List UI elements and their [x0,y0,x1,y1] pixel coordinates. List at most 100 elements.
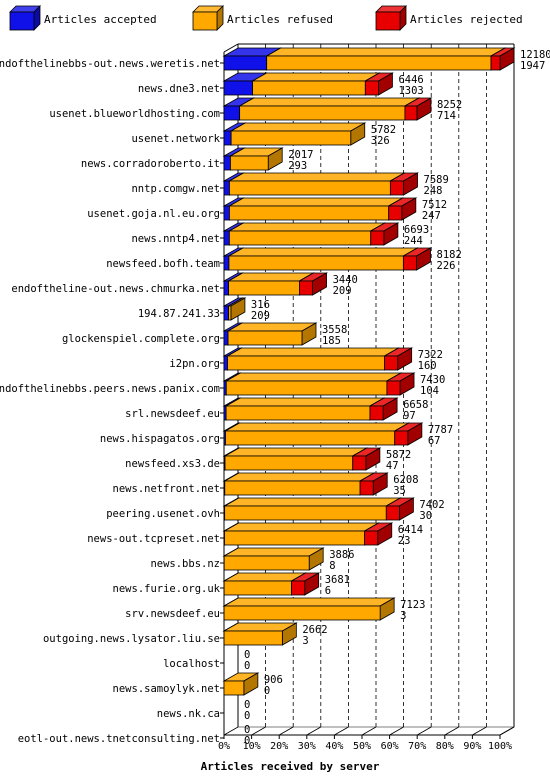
category-label: peering.usenet.ovh [106,508,220,520]
bar-segment-refused [224,372,403,396]
bar-segment-rejected [388,172,420,196]
accepted-value-label: 0 [264,685,270,697]
total-value-label: 7123 [400,599,425,611]
bar-segment-rejected [393,422,424,446]
total-value-label: 0 [244,724,250,736]
floor-tick [389,726,404,736]
bar-row [220,622,298,646]
total-value-label: 7430 [420,374,445,386]
bar-segment-refused [224,397,386,421]
total-value-label: 6446 [398,74,423,86]
total-value-label: 906 [264,674,283,686]
bar-segment-refused [227,297,247,321]
accepted-value-label: 6 [325,585,331,597]
bar-segment-refused [226,322,318,346]
x-tick-label: 70% [408,741,426,752]
floor-tick [279,726,294,736]
total-value-label: 6414 [398,524,423,536]
accepted-value-label: 160 [418,360,437,372]
bar-segment-rejected [358,472,389,496]
floor-tick [417,726,432,736]
bar-row [220,322,318,346]
bar-segment-refused [222,522,381,546]
accepted-value-label: 47 [386,460,399,472]
bar-segment-rejected [363,72,394,96]
accepted-value-label: 1947 [520,60,545,72]
category-label: endoftheline-out.news.chmurka.net [11,283,220,295]
bar-row [220,272,329,296]
bar-row [220,547,325,571]
total-value-label: 12180 [520,49,550,61]
x-tick-label: 100% [488,741,512,752]
floor-tick [361,726,377,736]
category-label: srv.newsdeef.eu [125,608,220,620]
accepted-value-label: 293 [288,160,307,172]
bar-row [220,672,260,696]
bar-segment-rejected [351,447,382,471]
accepted-value-label: 714 [437,110,456,122]
bars [220,47,516,739]
bar-row [220,572,321,596]
accepted-value-label: 1303 [398,85,423,97]
legend-label: Articles accepted [44,13,157,26]
bar-segment-refused [227,172,406,196]
bar-row [220,297,247,321]
accepted-value-label: 3 [302,635,308,647]
category-label: endofthelinebbs-out.news.weretis.net [0,58,220,70]
accepted-value-label: 0 [244,660,250,672]
bar-segment-rejected [290,572,321,596]
left-wall-top [223,43,239,53]
bar-row [220,522,394,546]
category-label: newsfeed.bofh.team [106,258,220,270]
category-label: news.hispagatos.org [100,433,220,445]
accepted-value-label: 0 [244,735,250,747]
category-label: usenet.blueworldhosting.com [49,108,220,120]
category-label: news.nk.ca [157,708,220,720]
accepted-value-label: 30 [419,510,432,522]
bar-row [220,397,399,421]
bar-segment-rejected [369,222,400,246]
floor-tick [499,726,515,736]
accepted-value-label: 97 [403,410,416,422]
bar-segment-refused [227,247,419,271]
total-value-label: 3440 [333,274,358,286]
x-axis-title: Articles received by server [201,760,380,773]
category-label: usenet.network [131,133,220,145]
x-tick-label: 30% [298,741,316,752]
bar-segment-rejected [297,272,329,296]
labels: endofthelinebbs-out.news.weretis.net 1218… [0,49,550,747]
bar-row [220,372,416,396]
floor-tick [444,726,459,736]
category-label: localhost [163,658,220,670]
accepted-value-label: 3 [400,610,406,622]
bar-segment-rejected [401,247,433,271]
accepted-value-label: 8 [329,560,335,572]
category-label: news.dne3.net [138,83,220,95]
bar-segment-refused [229,122,367,146]
bar-segment-rejected [383,347,414,371]
bar-segment-refused [222,547,325,571]
accepted-value-label: 23 [398,535,411,547]
bar-segment-rejected [385,372,416,396]
category-label: news.samoylyk.net [113,683,220,695]
accepted-value-label: 67 [428,435,441,447]
accepted-value-label: 0 [244,710,250,722]
accepted-value-label: 209 [333,285,352,297]
total-value-label: 3681 [325,574,350,586]
accepted-value-label: 326 [371,135,390,147]
accepted-value-label: 226 [437,260,456,272]
accepted-value-label: 248 [424,185,443,197]
category-label: outgoing.news.lysator.liu.se [43,633,220,645]
accepted-value-label: 209 [251,310,270,322]
category-label: i2pn.org [169,358,220,370]
total-value-label: 0 [244,699,250,711]
bar-segment-refused [226,347,401,371]
bar-segment-refused [227,222,387,246]
bar-segment-refused [228,147,284,171]
x-tick-label: 0% [218,741,230,752]
legend-item-refused: Articles refused [192,5,333,31]
bar-segment-refused [223,447,369,471]
bar-segment-refused [222,672,260,696]
